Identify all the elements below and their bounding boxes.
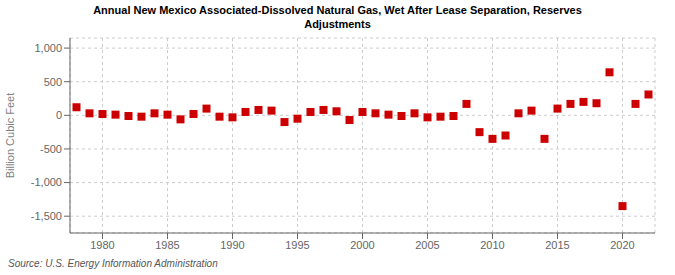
- svg-text:1990: 1990: [220, 239, 244, 251]
- svg-text:-500: -500: [40, 143, 62, 155]
- svg-text:2005: 2005: [415, 239, 439, 251]
- svg-text:Billion Cubic Feet: Billion Cubic Feet: [8, 93, 16, 179]
- svg-text:2000: 2000: [350, 239, 374, 251]
- svg-text:1985: 1985: [155, 239, 179, 251]
- svg-text:-1,000: -1,000: [31, 176, 62, 188]
- svg-text:2020: 2020: [610, 239, 634, 251]
- svg-text:1980: 1980: [90, 239, 114, 251]
- html-text:Annual New Mexico Associated-D: Annual New Mexico Associated-Dissolved N…: [93, 4, 582, 30]
- svg-text:0: 0: [56, 109, 62, 121]
- html-text:Source: U.S. Energy Informatio: Source: U.S. Energy Information Administ…: [8, 258, 218, 269]
- svg-text:2015: 2015: [545, 239, 569, 251]
- svg-text:500: 500: [44, 76, 62, 88]
- svg-text:1995: 1995: [285, 239, 309, 251]
- svg-text:-1,500: -1,500: [31, 210, 62, 222]
- svg-text:2010: 2010: [480, 239, 504, 251]
- svg-text:1,000: 1,000: [34, 42, 62, 54]
